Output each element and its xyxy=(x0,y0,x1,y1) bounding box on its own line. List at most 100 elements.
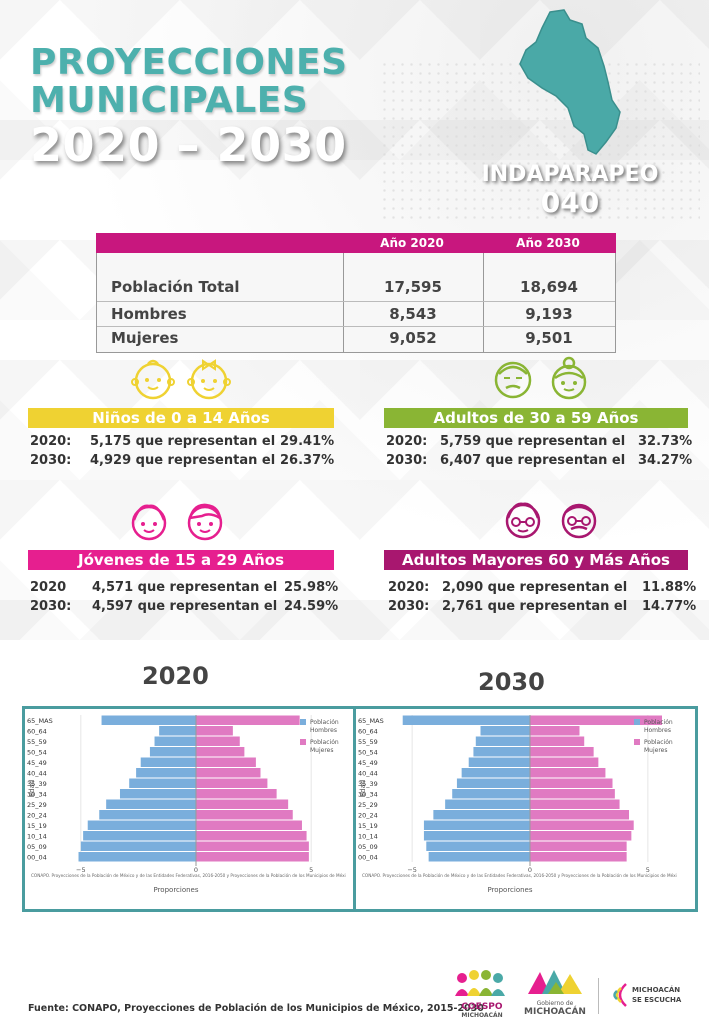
table-divider xyxy=(483,253,484,353)
source-note: CONAPO. Proyecciones de la Población de … xyxy=(362,873,677,878)
bar-hombres xyxy=(480,726,530,736)
bar-mujeres xyxy=(196,726,233,736)
age-tick-label: 00_04 xyxy=(358,854,378,862)
bar-mujeres xyxy=(530,810,629,820)
age-tick-label: 20_24 xyxy=(358,812,378,820)
legend-swatch-mujeres xyxy=(300,739,306,745)
bar-hombres xyxy=(154,736,196,746)
year-label: 2030: xyxy=(386,453,428,468)
adultos-row-2030: 2030: 6,407 que representan el 34.27% xyxy=(386,453,698,471)
x-tick-label: 5 xyxy=(309,866,313,874)
coespo-logo: COESPO MICHOACÁN xyxy=(452,968,512,1019)
bar-hombres xyxy=(101,715,196,725)
bar-hombres xyxy=(99,810,196,820)
year-label: 2020: xyxy=(388,580,430,595)
year-label: 2020 xyxy=(30,580,67,595)
bar-hombres xyxy=(87,820,196,830)
jovenes-row-2020: 2020 4,571 que representan el 25.98% xyxy=(30,580,350,598)
table-divider xyxy=(343,253,344,353)
adultos-row-2020: 2020: 5,759 que representan el 32.73% xyxy=(386,434,698,452)
age-tick-label: 40_44 xyxy=(27,770,47,778)
x-axis-label: Proporciones xyxy=(153,886,198,894)
young-man-icon xyxy=(187,503,223,541)
percent-value: 14.77% xyxy=(642,599,697,614)
legend-swatch-hombres xyxy=(634,719,640,725)
bar-hombres xyxy=(468,757,530,767)
age-tick-label: 35_39 xyxy=(358,780,378,788)
row-value-2020: 17,595 xyxy=(384,278,442,296)
mayores-row-2020: 2020: 2,090 que representan el 11.88% xyxy=(388,580,700,598)
bar-hombres xyxy=(475,736,530,746)
bar-hombres xyxy=(159,726,196,736)
gobierno-mark-icon xyxy=(528,970,582,994)
year-label: 2020: xyxy=(386,434,428,449)
col-2020: Año 2020 xyxy=(380,236,444,250)
legend-label: Hombres xyxy=(644,727,671,734)
municipality-map-icon xyxy=(519,9,621,155)
value-text: 6,407 que representan el xyxy=(440,453,626,468)
bar-mujeres xyxy=(530,831,632,841)
bar-hombres xyxy=(119,789,196,799)
bar-mujeres xyxy=(196,799,289,809)
municipality-code: 040 xyxy=(540,186,600,219)
age-tick-label: 40_44 xyxy=(358,770,378,778)
adultos-banner: Adultos de 30 a 59 Años xyxy=(384,408,688,428)
year-label: 2030: xyxy=(30,453,72,468)
row-value-2020: 8,543 xyxy=(389,305,437,323)
legend-swatch-hombres xyxy=(300,719,306,725)
row-value-2030: 9,501 xyxy=(525,329,573,347)
bar-mujeres xyxy=(196,841,309,851)
adult-man-icon xyxy=(494,361,532,399)
elderly-woman-icon xyxy=(505,502,541,539)
bar-hombres xyxy=(402,715,530,725)
row-value-2020: 9,052 xyxy=(389,329,437,347)
value-text: 2,761 que representan el xyxy=(442,599,628,614)
pyramid-2020-title: 2020 xyxy=(142,662,209,690)
x-tick-label: 0 xyxy=(194,866,198,874)
escucha-logo: MICHOACÁN SE ESCUCHA xyxy=(606,978,706,1014)
bar-hombres xyxy=(423,820,530,830)
x-tick-label: 5 xyxy=(646,866,650,874)
age-tick-label: 30_34 xyxy=(358,791,378,799)
coespo-people-icon xyxy=(455,970,505,996)
title-years: 2020 – 2030 xyxy=(30,118,347,172)
row-label: Población Total xyxy=(111,278,240,296)
bar-mujeres xyxy=(530,841,627,851)
baby-boy-icon xyxy=(131,359,175,400)
bar-mujeres xyxy=(196,852,309,862)
age-tick-label: 15_19 xyxy=(358,822,378,830)
age-tick-label: 00_04 xyxy=(27,854,47,862)
x-axis-label: Proporciones xyxy=(487,886,532,894)
percent-value: 32.73% xyxy=(638,434,693,449)
pyramid-2030-title: 2030 xyxy=(478,668,545,696)
bar-hombres xyxy=(445,799,530,809)
title-line-2: MUNICIPALES xyxy=(30,80,309,121)
x-tick-label: 0 xyxy=(528,866,532,874)
bar-hombres xyxy=(80,841,196,851)
elderly-man-icon xyxy=(561,503,597,539)
age-tick-label: 65_MAS xyxy=(27,717,53,725)
bar-mujeres xyxy=(530,778,613,788)
escucha-subtext: SE ESCUCHA xyxy=(632,996,682,1004)
mayores-banner: Adultos Mayores 60 y Más Años xyxy=(384,550,688,570)
legend-label: Hombres xyxy=(310,727,337,734)
percent-value: 11.88% xyxy=(642,580,697,595)
table-row: Mujeres 9,052 9,501 xyxy=(97,326,615,350)
bar-hombres xyxy=(426,841,530,851)
sound-waves-icon xyxy=(613,983,627,1007)
bar-mujeres xyxy=(530,757,599,767)
ninos-banner: Niños de 0 a 14 Años xyxy=(28,408,334,428)
row-label: Mujeres xyxy=(111,329,179,347)
legend-label: Mujeres xyxy=(310,747,334,754)
bar-mujeres xyxy=(530,820,634,830)
x-tick-label: −5 xyxy=(407,866,417,874)
bar-hombres xyxy=(433,810,530,820)
jovenes-row-2030: 2030: 4,597 que representan el 24.59% xyxy=(30,599,350,617)
bar-hombres xyxy=(149,747,196,757)
bar-mujeres xyxy=(196,810,293,820)
y-axis-label: Edad xyxy=(28,780,36,798)
age-tick-label: 65_MAS xyxy=(358,717,384,725)
row-separator xyxy=(97,326,615,327)
year-label: 2030: xyxy=(30,599,72,614)
pyramids-divider xyxy=(353,706,356,912)
